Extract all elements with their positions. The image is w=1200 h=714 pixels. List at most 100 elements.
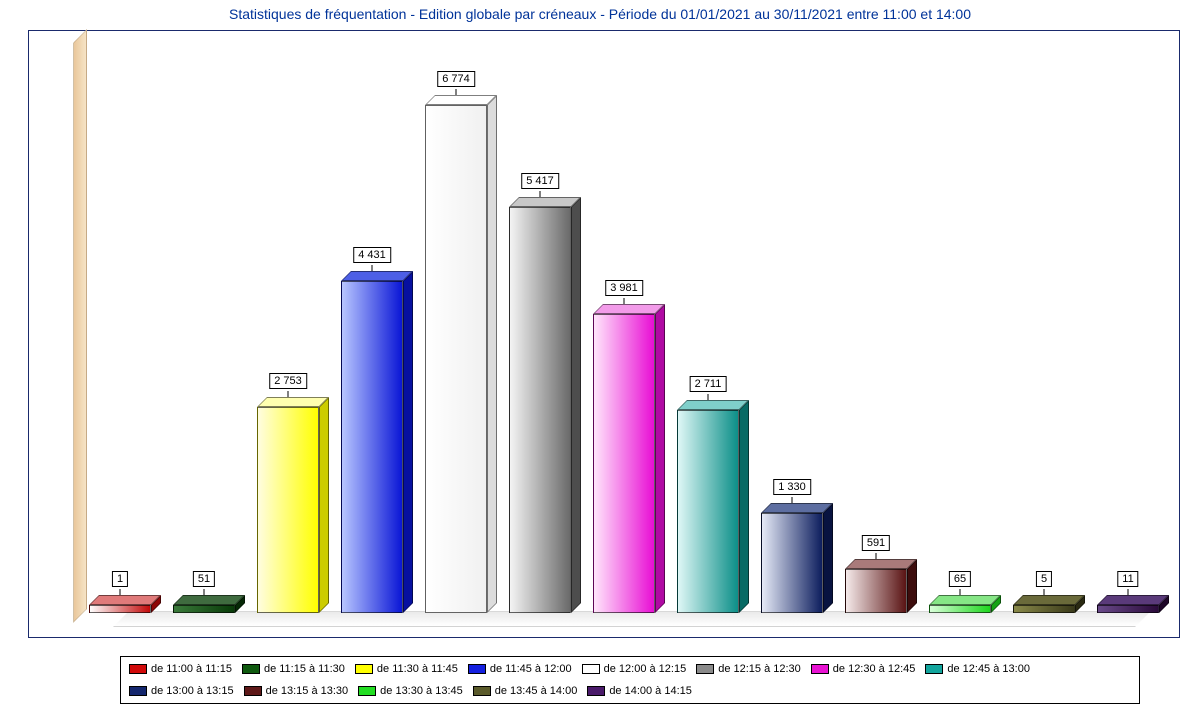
bar-label-connector <box>372 265 373 271</box>
bar-value-label: 11 <box>1117 571 1138 587</box>
bar-label-connector <box>456 89 457 95</box>
bar-value-label: 5 417 <box>521 173 559 189</box>
bar: 65 <box>929 565 991 613</box>
bar: 3 981 <box>593 274 655 613</box>
bar-label-connector <box>1044 589 1045 595</box>
bar-label-connector <box>288 391 289 397</box>
bar-label-connector <box>624 298 625 304</box>
bar-value-label: 3 981 <box>605 280 643 296</box>
bar-front <box>677 410 739 613</box>
legend-label: de 11:15 à 11:30 <box>264 661 345 677</box>
bar-front <box>425 105 487 613</box>
legend-swatch <box>811 664 829 674</box>
bar-value-label: 6 774 <box>437 71 475 87</box>
bar: 1 330 <box>761 473 823 613</box>
bar-side <box>319 397 329 613</box>
legend: de 11:00 à 11:15 de 11:15 à 11:30 de 11:30… <box>120 656 1140 704</box>
bar-value-label: 1 330 <box>773 479 811 495</box>
bar-front <box>1013 605 1075 613</box>
bar-value-label: 2 711 <box>690 376 727 392</box>
bar-front <box>341 281 403 613</box>
legend-swatch <box>468 664 486 674</box>
bar-side <box>655 304 665 613</box>
bar-label-connector <box>120 589 121 595</box>
legend-label: de 11:30 à 11:45 <box>377 661 458 677</box>
bar: 51 <box>173 565 235 613</box>
legend-item: de 12:45 à 13:00 <box>925 661 1030 677</box>
legend-swatch <box>473 686 491 696</box>
bar: 1 <box>89 565 151 613</box>
axis-left-wall <box>73 29 87 623</box>
legend-item: de 13:30 à 13:45 <box>358 683 463 699</box>
bar: 4 431 <box>341 241 403 613</box>
bar: 591 <box>845 529 907 613</box>
bar-top <box>593 304 665 314</box>
bar-top <box>425 95 497 105</box>
bar-top <box>173 595 245 605</box>
legend-swatch <box>582 664 600 674</box>
legend-item: de 12:00 à 12:15 <box>582 661 687 677</box>
bar-value-label: 65 <box>949 571 971 587</box>
legend-swatch <box>358 686 376 696</box>
bar: 2 711 <box>677 370 739 613</box>
legend-label: de 12:00 à 12:15 <box>604 661 687 677</box>
legend-item: de 13:00 à 13:15 <box>129 683 234 699</box>
bars-area: 1512 7534 4316 7745 4173 9812 7111 33059… <box>89 61 1159 627</box>
legend-label: de 13:30 à 13:45 <box>380 683 463 699</box>
bar-front <box>761 513 823 613</box>
bar-label-connector <box>540 191 541 197</box>
legend-swatch <box>925 664 943 674</box>
bar-top <box>929 595 1001 605</box>
legend-item: de 12:30 à 12:45 <box>811 661 916 677</box>
legend-label: de 12:30 à 12:45 <box>833 661 916 677</box>
bar: 11 <box>1097 565 1159 613</box>
bar: 6 774 <box>425 65 487 613</box>
legend-label: de 12:15 à 12:30 <box>718 661 801 677</box>
plot-frame: 1512 7534 4316 7745 4173 9812 7111 33059… <box>28 30 1180 638</box>
bar-top <box>509 197 581 207</box>
bar-front <box>173 605 235 613</box>
bar-label-connector <box>876 553 877 559</box>
bar-top <box>341 271 413 281</box>
legend-swatch <box>587 686 605 696</box>
legend-label: de 13:45 à 14:00 <box>495 683 578 699</box>
bar-side <box>571 197 581 613</box>
bar-front <box>845 569 907 613</box>
bar-top <box>677 400 749 410</box>
legend-swatch <box>129 686 147 696</box>
plot-floor <box>113 611 1151 627</box>
legend-item: de 12:15 à 12:30 <box>696 661 801 677</box>
bar-value-label: 591 <box>862 535 890 551</box>
legend-label: de 12:45 à 13:00 <box>947 661 1030 677</box>
bar-top <box>1097 595 1169 605</box>
bar-front <box>509 207 571 613</box>
legend-item: de 11:00 à 11:15 <box>129 661 232 677</box>
legend-label: de 14:00 à 14:15 <box>609 683 692 699</box>
bar-label-connector <box>792 497 793 503</box>
bar-side <box>487 95 497 613</box>
legend-item: de 13:15 à 13:30 <box>244 683 349 699</box>
legend-label: de 13:15 à 13:30 <box>266 683 349 699</box>
bar-top <box>1013 595 1085 605</box>
bar-front <box>1097 605 1159 613</box>
bar-front <box>929 605 991 613</box>
legend-swatch <box>129 664 147 674</box>
bar-front <box>89 605 151 613</box>
bar-value-label: 5 <box>1036 571 1052 587</box>
bar-front <box>257 407 319 613</box>
bar-label-connector <box>204 589 205 595</box>
chart-container: { "chart": { "type": "bar", "title": "St… <box>0 0 1200 714</box>
legend-swatch <box>242 664 260 674</box>
legend-swatch <box>244 686 262 696</box>
bar-front <box>593 314 655 613</box>
legend-swatch <box>355 664 373 674</box>
bar-value-label: 4 431 <box>353 247 391 263</box>
legend-item: de 11:30 à 11:45 <box>355 661 458 677</box>
chart-title: Statistiques de fréquentation - Edition … <box>0 6 1200 22</box>
bar: 5 <box>1013 565 1075 613</box>
bar-top <box>257 397 329 407</box>
bar: 5 417 <box>509 167 571 613</box>
bar-label-connector <box>960 589 961 595</box>
legend-swatch <box>696 664 714 674</box>
legend-item: de 13:45 à 14:00 <box>473 683 578 699</box>
